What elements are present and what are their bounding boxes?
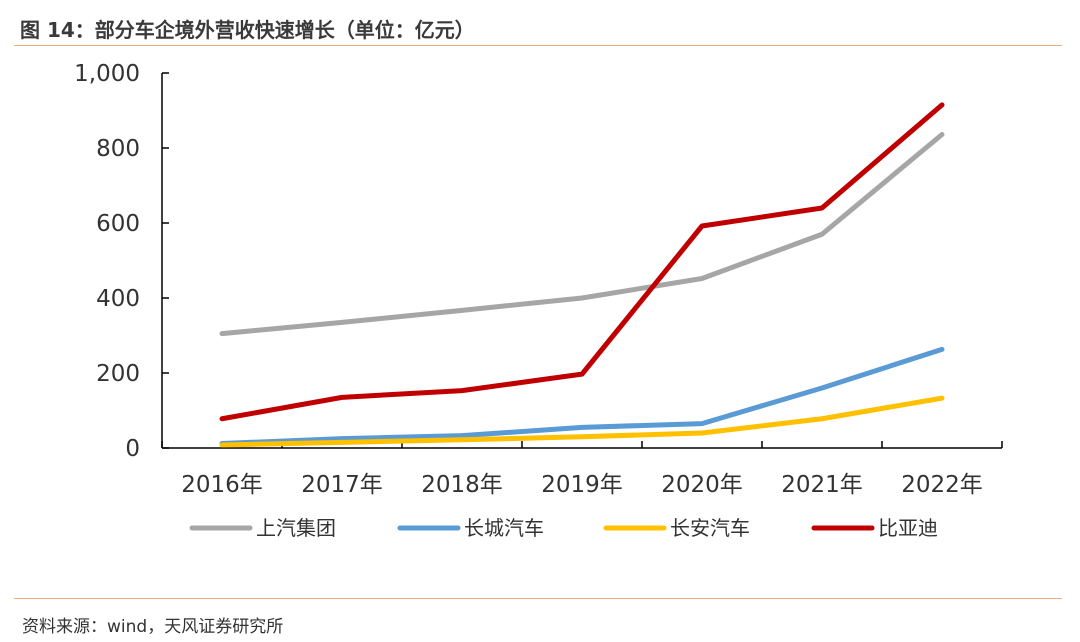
x-tick-label: 2016年 (181, 472, 263, 498)
series-line-1 (219, 346, 945, 446)
chart-series (219, 102, 945, 448)
source-note: 资料来源：wind，天风证券研究所 (22, 617, 284, 637)
line-chart: 0 200 400 600 800 1,000 2016年 2017年 2018年 2019年 20… (74, 61, 1003, 540)
x-tick-label: 2017年 (301, 472, 383, 498)
y-tick-label: 1,000 (74, 61, 140, 87)
x-tick-label: 2019年 (541, 472, 623, 498)
title-divider (14, 45, 1062, 46)
series-line-2 (219, 395, 945, 448)
chart-legend: 上汽集团 长城汽车 长安汽车 比亚迪 (189, 516, 938, 540)
series-line-3 (219, 102, 945, 422)
y-tick-label: 200 (96, 361, 140, 387)
y-tick-label: 800 (96, 136, 140, 162)
x-tick-label: 2022年 (901, 472, 983, 498)
series-line-0 (219, 132, 945, 337)
x-tick-label: 2021年 (781, 472, 863, 498)
legend-label-3: 比亚迪 (878, 516, 938, 540)
legend-label-0: 上汽集团 (256, 516, 336, 540)
legend-label-1: 长城汽车 (464, 516, 544, 540)
chart-title: 图 14：部分车企境外营收快速增长（单位：亿元） (20, 18, 475, 42)
y-tick-label: 600 (96, 211, 140, 237)
x-tick-label: 2020年 (661, 472, 743, 498)
y-tick-label: 400 (96, 286, 140, 312)
footer-divider (14, 598, 1062, 599)
legend-label-2: 长安汽车 (670, 516, 750, 540)
x-tick-label: 2018年 (421, 472, 503, 498)
chart-axes: 0 200 400 600 800 1,000 2016年 2017年 2018年 2019年 20… (74, 61, 1003, 498)
y-tick-label: 0 (125, 436, 140, 462)
